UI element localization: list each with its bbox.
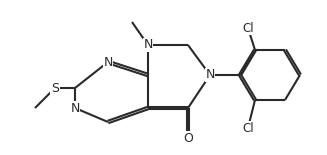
Text: N: N bbox=[205, 69, 215, 82]
Text: Cl: Cl bbox=[242, 122, 254, 135]
Text: S: S bbox=[51, 82, 59, 95]
Text: N: N bbox=[103, 55, 113, 69]
Text: N: N bbox=[143, 38, 153, 51]
Text: N: N bbox=[70, 102, 80, 115]
Text: Cl: Cl bbox=[242, 22, 254, 35]
Text: O: O bbox=[183, 131, 193, 144]
